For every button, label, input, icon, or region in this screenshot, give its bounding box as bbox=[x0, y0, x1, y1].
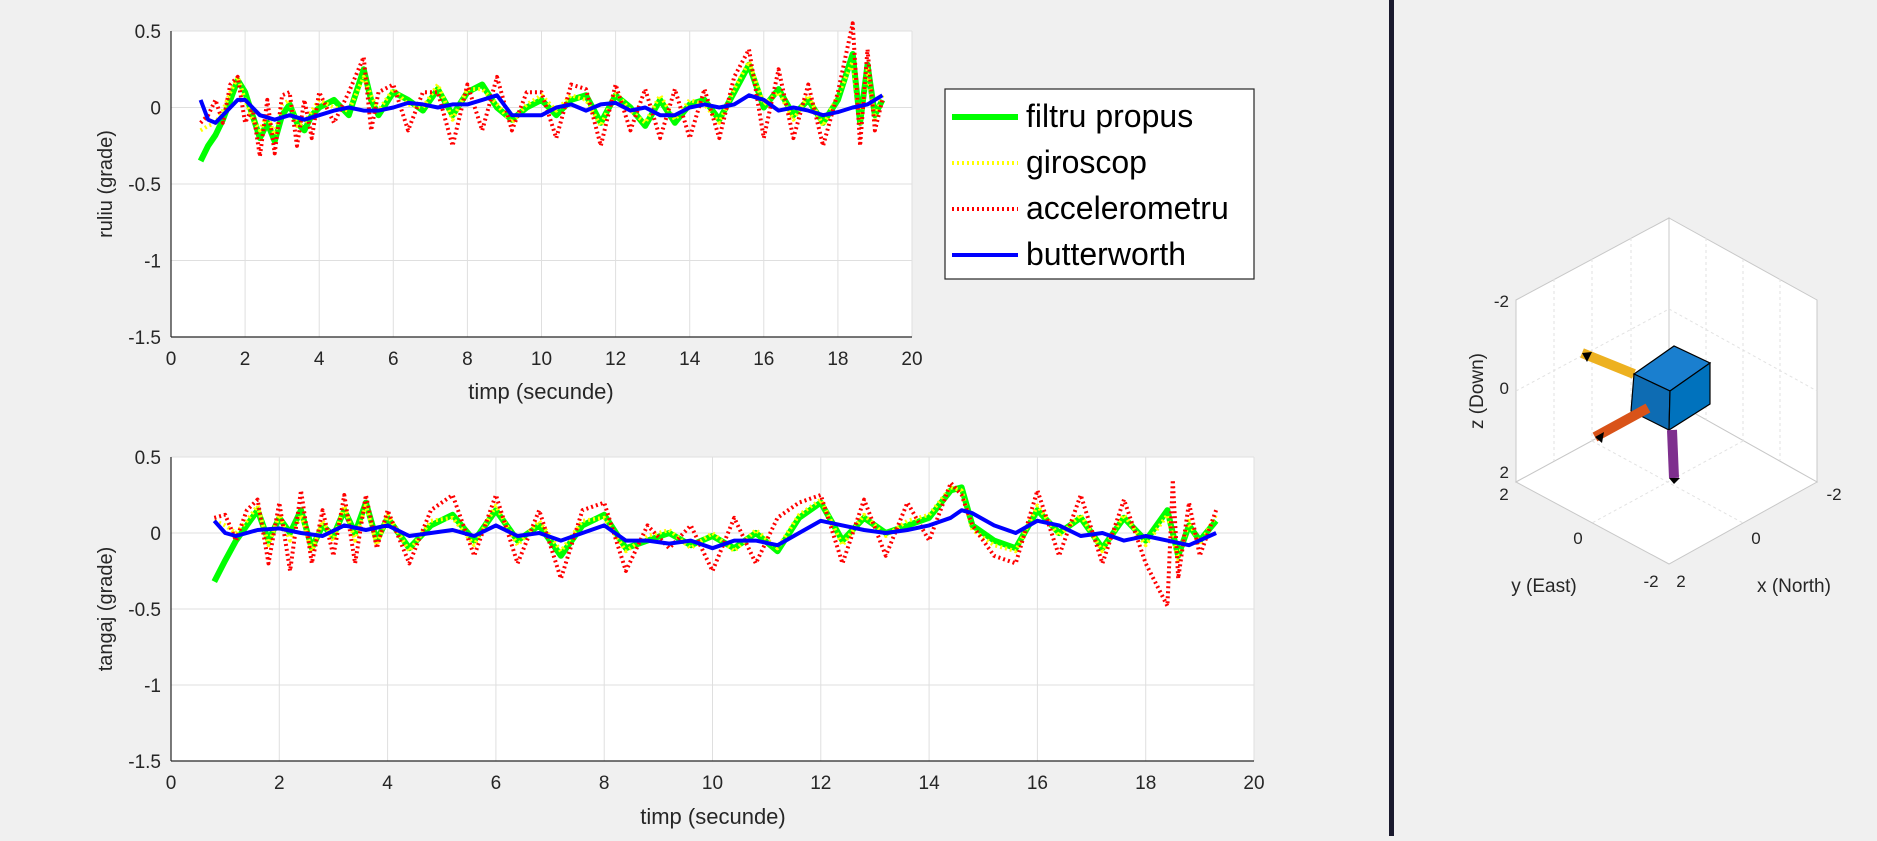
y-tick-right: -2 bbox=[1643, 572, 1658, 591]
x-tick-label-roll: 8 bbox=[462, 349, 473, 370]
x-tick-label-pitch: 14 bbox=[919, 773, 941, 794]
y-axis-label-pitch: tangaj (grade) bbox=[95, 547, 117, 672]
legend-label-filtru-propus: filtru propus bbox=[1026, 98, 1193, 134]
legend-label-giroscop: giroscop bbox=[1026, 144, 1147, 180]
x-tick-label-roll: 4 bbox=[314, 349, 325, 370]
x-tick-label-pitch: 4 bbox=[382, 773, 393, 794]
x-tick-label-roll: 14 bbox=[679, 349, 701, 370]
z-axis-label: z (Down) bbox=[1467, 353, 1488, 429]
x-tick-label-pitch: 0 bbox=[166, 773, 177, 794]
y-tick-left: 2 bbox=[1499, 485, 1508, 504]
x-tick-label-roll: 6 bbox=[388, 349, 399, 370]
figure-canvas: 0.50-0.5-1-1.50 2 4 6 8 10 12 14 16 18 20 timp (se… bbox=[95, 21, 1265, 829]
y-tick-label-pitch: -1 bbox=[144, 676, 161, 697]
x-axis-label-pitch: timp (secunde) bbox=[640, 804, 786, 829]
x-tick-right: -2 bbox=[1826, 485, 1841, 504]
body-z-arrow bbox=[1667, 429, 1680, 484]
z-tick-mid: 0 bbox=[1500, 379, 1509, 398]
orientation-3d-view: -2 0 2 2 0 -2 2 0 -2 z (Down) y (East) x… bbox=[1467, 217, 1842, 597]
x-tick-label-roll: 16 bbox=[753, 349, 774, 370]
x-tick-label-pitch: 18 bbox=[1135, 773, 1156, 794]
series-roll bbox=[197, 21, 886, 163]
y-tick-label-pitch: -1.5 bbox=[128, 752, 161, 773]
body-cube bbox=[1630, 345, 1712, 432]
legend-label-accelerometru: accelerometru bbox=[1026, 190, 1229, 226]
y-axis-label: y (East) bbox=[1511, 576, 1576, 597]
x-tick-label-pitch: 20 bbox=[1243, 773, 1264, 794]
x-tick-label-roll: 10 bbox=[531, 349, 552, 370]
series-line-butterworth-roll bbox=[198, 93, 884, 125]
x-tick-label-roll: 0 bbox=[166, 349, 177, 370]
x-tick-label-roll: 2 bbox=[240, 349, 251, 370]
orientation-panel: -2 0 2 2 0 -2 2 0 -2 z (Down) y (East) x… bbox=[1394, 0, 1877, 836]
x-tick-label-pitch: 10 bbox=[702, 773, 723, 794]
y-tick-label-roll: 0.5 bbox=[135, 22, 161, 43]
chart-roll: 0.50-0.5-1-1.50 2 4 6 8 10 12 14 16 18 20 timp (se… bbox=[95, 21, 923, 404]
chart-pitch: 0.50-0.5-1-1.50 2 4 6 8 10 12 14 16 18 20 timp (se… bbox=[95, 448, 1265, 829]
panel-divider bbox=[1389, 0, 1394, 836]
legend-label-butterworth: butterworth bbox=[1026, 236, 1186, 272]
axes-pitch: 0.50-0.5-1-1.50 2 4 6 8 10 12 14 16 18 20 bbox=[128, 448, 1264, 794]
x-axis-label-roll: timp (secunde) bbox=[468, 379, 614, 404]
x-tick-label-pitch: 2 bbox=[274, 773, 285, 794]
y-tick-mid: 0 bbox=[1573, 529, 1582, 548]
z-tick-bottom: 2 bbox=[1500, 463, 1509, 482]
x-tick-left: 2 bbox=[1676, 572, 1685, 591]
body-y-arrow bbox=[1580, 348, 1636, 379]
body-x-arrow bbox=[1592, 403, 1651, 443]
y-tick-label-roll: -1 bbox=[144, 252, 161, 273]
y-tick-label-roll: 0 bbox=[150, 99, 161, 120]
legend: filtru propus giroscop accelerometru but… bbox=[944, 88, 1255, 280]
series-pitch bbox=[211, 477, 1219, 608]
x-tick-label-pitch: 6 bbox=[491, 773, 502, 794]
y-tick-label-pitch: 0.5 bbox=[135, 448, 161, 469]
axes-roll: 0.50-0.5-1-1.50 2 4 6 8 10 12 14 16 18 20 bbox=[128, 22, 922, 370]
x-tick-label-pitch: 12 bbox=[810, 773, 831, 794]
x-tick-label-roll: 20 bbox=[901, 349, 922, 370]
y-tick-label-pitch: 0 bbox=[150, 524, 161, 545]
x-axis-label: x (North) bbox=[1757, 576, 1831, 597]
x-tick-label-pitch: 16 bbox=[1027, 773, 1048, 794]
x-tick-label-roll: 12 bbox=[605, 349, 626, 370]
x-tick-label-pitch: 8 bbox=[599, 773, 610, 794]
y-tick-label-roll: -0.5 bbox=[128, 175, 161, 196]
y-tick-label-pitch: -0.5 bbox=[128, 600, 161, 621]
grid-roll bbox=[170, 30, 913, 338]
z-tick-top: -2 bbox=[1494, 292, 1509, 311]
series-line-butterworth-pitch bbox=[212, 508, 1217, 551]
y-axis-label-roll: ruliu (grade) bbox=[95, 130, 117, 238]
x-tick-label-roll: 18 bbox=[827, 349, 848, 370]
x-tick-mid: 0 bbox=[1751, 529, 1760, 548]
legend-box bbox=[944, 88, 1255, 280]
y-tick-label-roll: -1.5 bbox=[128, 328, 161, 349]
